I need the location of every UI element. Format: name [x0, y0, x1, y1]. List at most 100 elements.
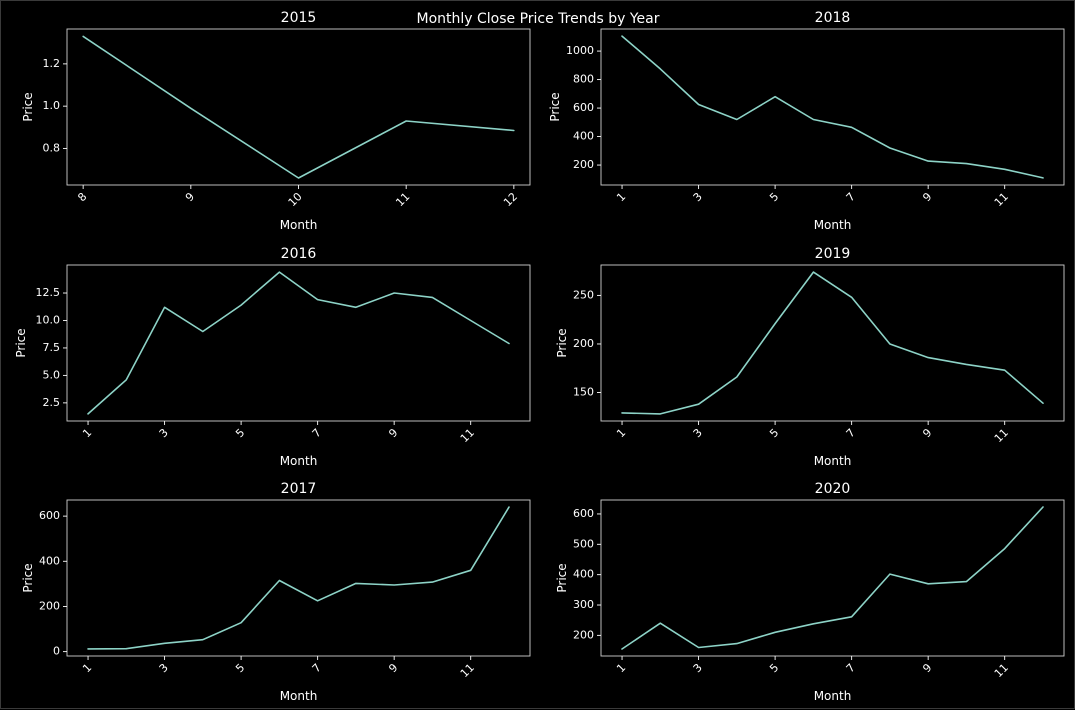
data-point	[125, 379, 127, 381]
y-axis-label: Price	[14, 328, 28, 357]
data-point	[965, 162, 967, 164]
x-tick-label: 1	[614, 190, 628, 204]
y-tick-label: 7.5	[43, 341, 61, 354]
x-tick-label: 5	[767, 661, 781, 675]
y-tick-label: 200	[39, 599, 60, 612]
x-tick-label: 1	[80, 661, 94, 675]
panel-2017: 2017 1 3 5 7 9 11 0 200 400 600 Month Price	[21, 481, 531, 703]
data-point	[965, 580, 967, 582]
x-tick-label: 9	[920, 426, 934, 440]
y-tick-label: 800	[573, 73, 594, 86]
panel-2020: 2020 1 3 5 7 9 11 200 300 400 500 600 Month Price	[555, 481, 1065, 703]
data-point	[316, 600, 318, 602]
data-point	[355, 582, 357, 584]
data-point	[1003, 547, 1005, 549]
y-tick-label: 200	[573, 158, 594, 171]
data-point	[659, 68, 661, 70]
data-point	[240, 304, 242, 306]
data-point	[431, 296, 433, 298]
data-point	[355, 306, 357, 308]
x-tick-label: 7	[310, 426, 324, 440]
plot-frame	[600, 499, 1065, 657]
data-point	[736, 376, 738, 378]
data-point	[850, 126, 852, 128]
x-tick-label: 11	[992, 426, 1011, 445]
data-point	[316, 298, 318, 300]
series-line	[621, 271, 1044, 415]
data-point	[697, 403, 699, 405]
data-point	[621, 35, 623, 37]
data-point	[202, 330, 204, 332]
data-point	[927, 160, 929, 162]
data-point	[278, 579, 280, 581]
x-tick-label: 9	[183, 190, 197, 204]
y-tick-label: 300	[573, 598, 594, 611]
series-line	[621, 506, 1044, 650]
x-tick-label: 11	[992, 661, 1011, 680]
x-tick-label: 1	[614, 426, 628, 440]
x-tick-label: 5	[233, 426, 247, 440]
x-tick-label: 9	[920, 661, 934, 675]
y-tick-label: 2.5	[43, 396, 61, 409]
y-axis-label: Price	[555, 563, 569, 592]
data-point	[1003, 168, 1005, 170]
y-tick-label: 200	[573, 337, 594, 350]
x-tick-label: 1	[614, 661, 628, 675]
data-point	[87, 413, 89, 415]
y-tick-label: 0.8	[43, 141, 61, 154]
panel-title: 2015	[281, 10, 317, 26]
data-point	[774, 95, 776, 97]
x-tick-label: 11	[992, 190, 1011, 209]
y-axis-label: Price	[21, 92, 35, 121]
data-point	[774, 322, 776, 324]
data-point	[1003, 369, 1005, 371]
x-tick-label: 1	[80, 426, 94, 440]
data-point	[850, 296, 852, 298]
x-axis-label: Month	[280, 218, 318, 232]
data-point	[508, 342, 510, 344]
x-axis-label: Month	[280, 454, 318, 468]
y-tick-label: 12.5	[36, 286, 61, 299]
data-point	[513, 129, 515, 131]
x-tick-label: 9	[386, 661, 400, 675]
x-tick-label: 7	[844, 190, 858, 204]
y-tick-label: 400	[573, 568, 594, 581]
x-tick-label: 11	[393, 190, 412, 209]
x-tick-label: 3	[157, 661, 171, 675]
data-point	[431, 581, 433, 583]
data-point	[697, 103, 699, 105]
data-point	[621, 648, 623, 650]
data-point	[659, 413, 661, 415]
data-point	[736, 118, 738, 120]
x-tick-label: 8	[75, 190, 89, 204]
data-point	[202, 638, 204, 640]
y-tick-label: 250	[573, 288, 594, 301]
x-tick-label: 7	[844, 661, 858, 675]
x-tick-label: 3	[157, 426, 171, 440]
data-point	[240, 622, 242, 624]
data-point	[163, 642, 165, 644]
x-axis-label: Month	[814, 689, 852, 703]
figure-suptitle: Monthly Close Price Trends by Year	[416, 11, 659, 27]
data-point	[82, 35, 84, 37]
data-point	[190, 107, 192, 109]
data-point	[927, 356, 929, 358]
data-point	[508, 506, 510, 508]
data-point	[965, 363, 967, 365]
x-tick-label: 10	[286, 190, 305, 209]
data-point	[889, 343, 891, 345]
x-tick-label: 7	[310, 661, 324, 675]
series-line	[621, 35, 1044, 179]
x-tick-label: 11	[458, 661, 477, 680]
data-point	[774, 631, 776, 633]
data-point	[927, 583, 929, 585]
plot-frame	[600, 264, 1065, 422]
data-point	[405, 120, 407, 122]
data-point	[812, 271, 814, 273]
panel-title: 2016	[281, 246, 317, 262]
x-axis-label: Month	[814, 218, 852, 232]
panel-2019: 2019 1 3 5 7 9 11 150 200 250 Month Price	[555, 246, 1065, 468]
x-tick-label: 9	[920, 190, 934, 204]
data-point	[1042, 402, 1044, 404]
